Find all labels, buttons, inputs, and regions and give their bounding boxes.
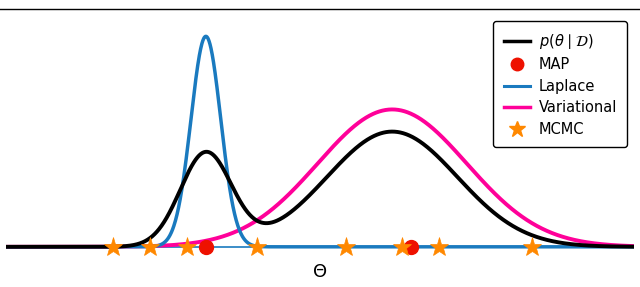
X-axis label: Θ: Θ <box>313 263 327 282</box>
Legend: $p(\theta \mid \mathcal{D})$, MAP, Laplace, Variational, MCMC: $p(\theta \mid \mathcal{D})$, MAP, Lapla… <box>493 22 627 147</box>
